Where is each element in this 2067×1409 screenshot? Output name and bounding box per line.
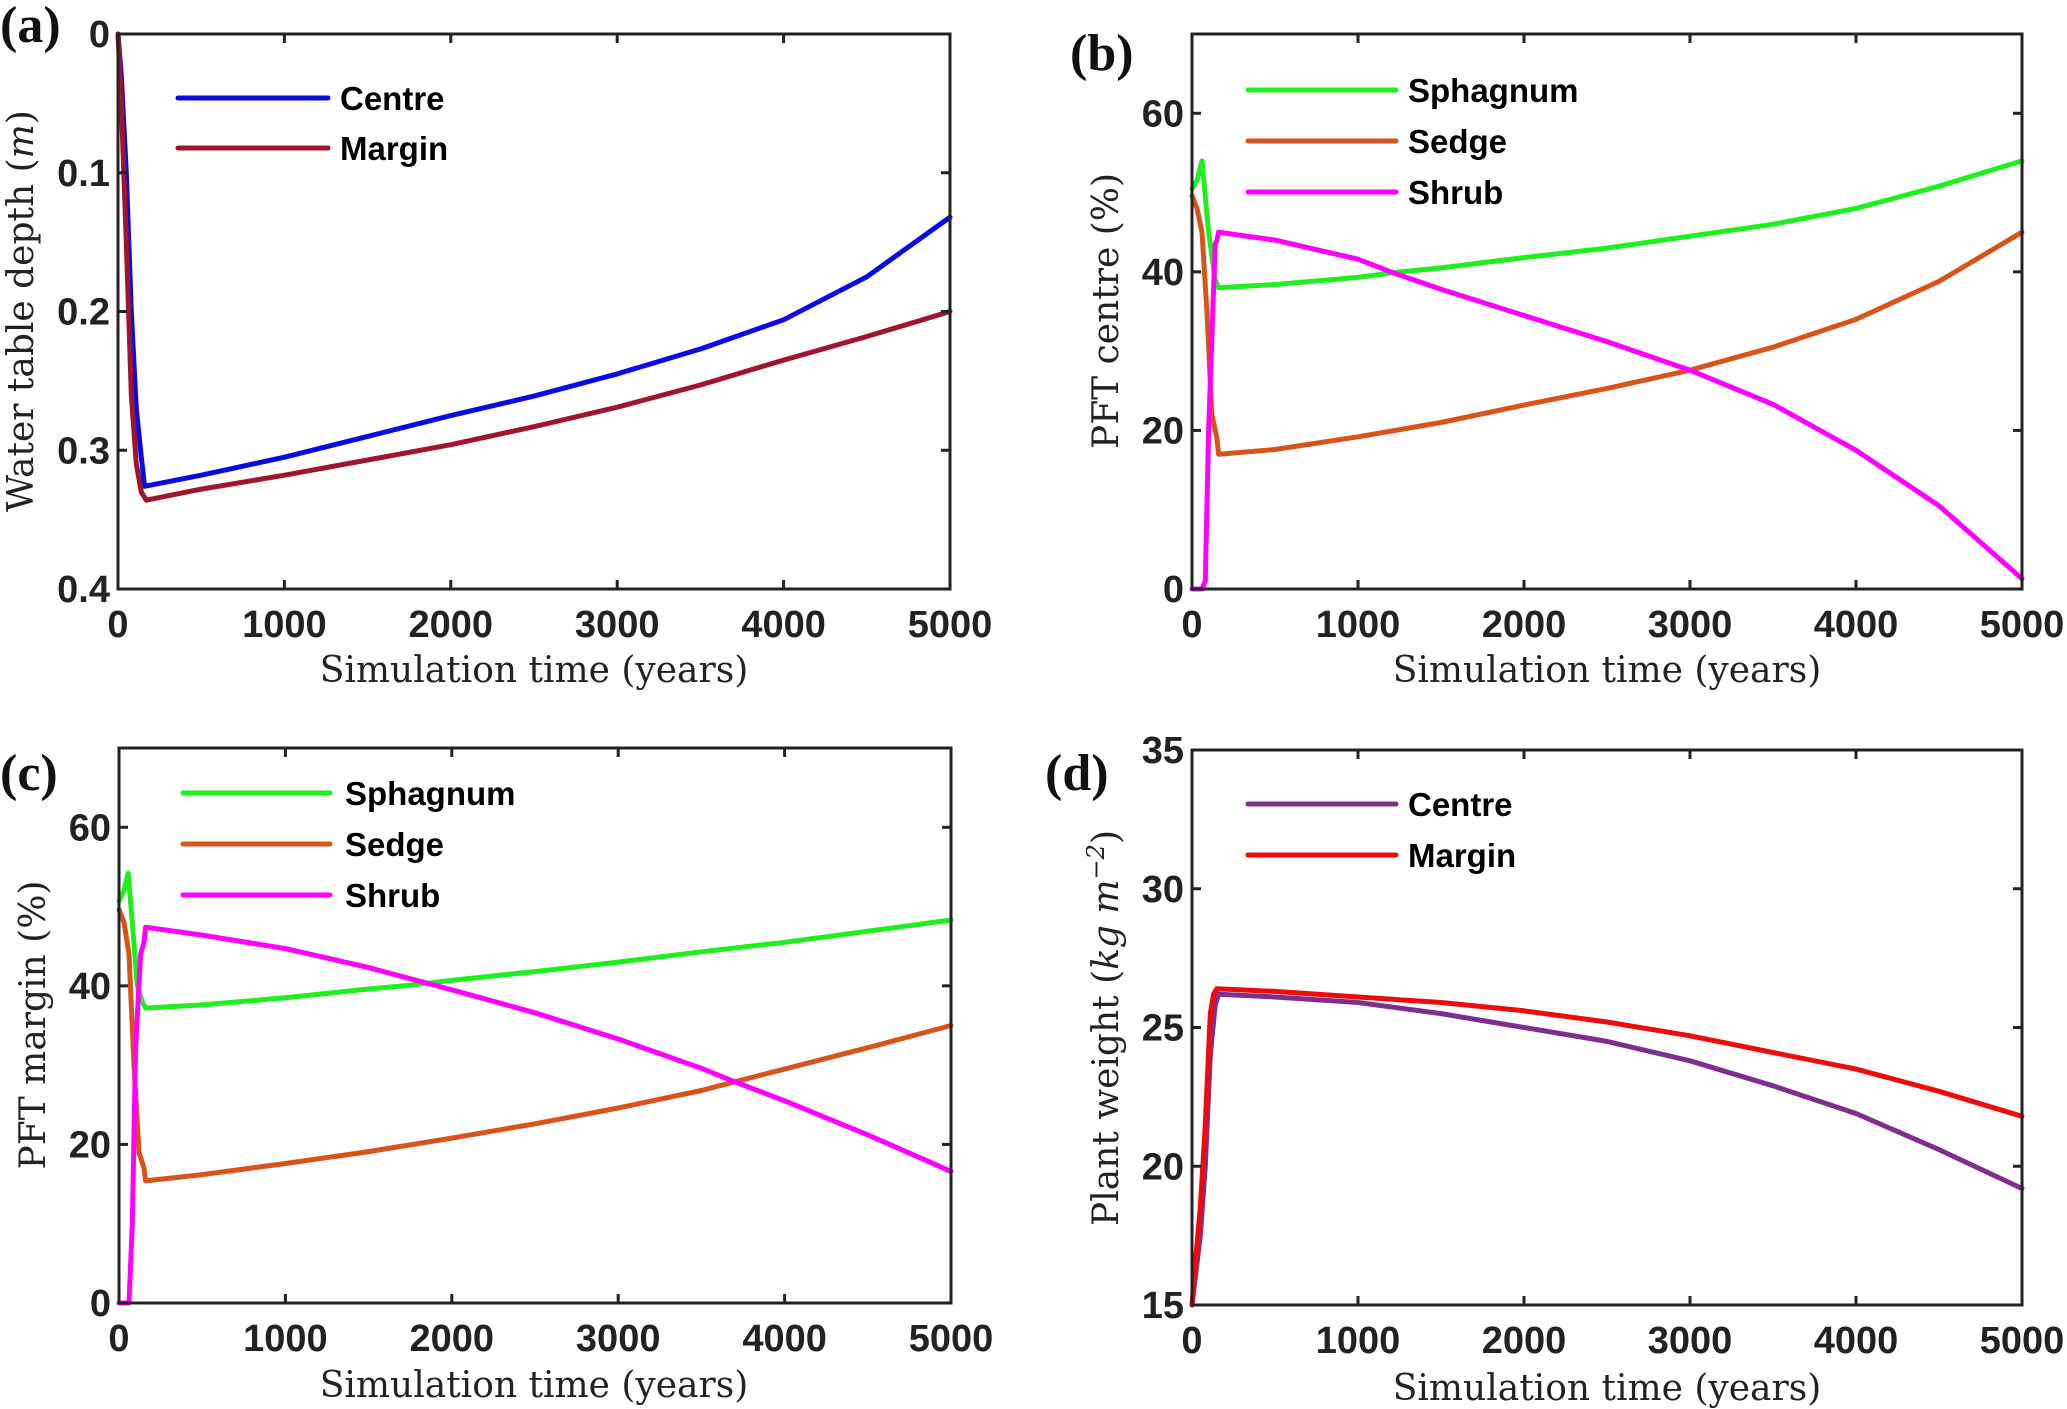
y-axis-unit-a: m xyxy=(1,124,42,158)
legend-d: Centre Margin xyxy=(1245,786,1516,874)
series-line-centre xyxy=(1189,991,2025,1308)
y-axis-title-b: PFT centre (%) xyxy=(1086,173,1127,449)
y-tick-label: 25 xyxy=(1142,1008,1184,1050)
series-line-sedge xyxy=(1189,193,2025,457)
x-tick-label: 2000 xyxy=(1482,604,1567,646)
y-tick-label: 60 xyxy=(1142,93,1184,135)
x-axis-title-d: Simulation time (years) xyxy=(1393,1368,1822,1409)
y-axis-title-a-text: Water table depth ( xyxy=(1,158,42,512)
x-tick-label: 0 xyxy=(1181,1320,1202,1362)
x-tick-label: 5000 xyxy=(1980,1320,2065,1362)
x-axis-title-b: Simulation time (years) xyxy=(1393,650,1822,691)
panel-label-b: (b) xyxy=(1070,25,1134,82)
legend-label-sphagnum: Sphagnum xyxy=(345,775,516,812)
x-tick-label: 5000 xyxy=(909,1318,994,1360)
y-axis-title-d: Plant weight (kg m−2) xyxy=(1082,830,1127,1226)
y-tick-label: 0.3 xyxy=(57,430,110,472)
legend-label-centre: Centre xyxy=(340,80,445,117)
legend-label-shrub: Shrub xyxy=(1408,174,1503,211)
x-tick-label: 2000 xyxy=(410,1318,495,1360)
x-tick-label: 2000 xyxy=(409,604,494,646)
panel-label-a: (a) xyxy=(0,0,61,54)
x-tick-label: 4000 xyxy=(1814,1320,1899,1362)
legend-label-margin: Margin xyxy=(340,130,448,167)
series-line-centre xyxy=(115,31,953,489)
y-axis-title-a: Water table depth (m) xyxy=(1,110,42,512)
panel-b: (b) 0 1000 2000 3000 4000 5000 0 20 40 60 Sphagnu… xyxy=(1070,25,2064,691)
x-tick-label: 0 xyxy=(1181,604,1202,646)
y-tick-label: 40 xyxy=(1142,252,1184,294)
y-tick-label: 20 xyxy=(1142,410,1184,452)
y-tick-label: 0 xyxy=(1163,569,1184,611)
x-tick-label: 2000 xyxy=(1482,1320,1567,1362)
series-line-sedge xyxy=(116,907,954,1184)
panel-a: (a) 0 1000 2000 3000 4000 5000 0 0.1 0.2 0.3 0.4 C… xyxy=(0,0,992,691)
legend-label-centre: Centre xyxy=(1408,786,1513,823)
y-tick-label: 60 xyxy=(69,807,111,849)
series-line-margin xyxy=(115,31,953,503)
panel-c: (c) 0 1000 2000 3000 4000 5000 0 20 40 60 Sphagnu… xyxy=(0,745,993,1406)
legend-label-shrub: Shrub xyxy=(345,877,440,914)
legend-label-sphagnum: Sphagnum xyxy=(1408,72,1579,109)
x-tick-label: 5000 xyxy=(1980,604,2065,646)
y-tick-label: 0 xyxy=(89,14,110,56)
series-line-margin xyxy=(1189,986,2025,1308)
x-tick-label: 1000 xyxy=(242,604,327,646)
x-tick-label: 5000 xyxy=(908,604,993,646)
series-line-sphagnum xyxy=(1189,158,2025,291)
legend-a: Centre Margin xyxy=(175,80,448,167)
panel-label-d: (d) xyxy=(1045,745,1109,802)
y-tick-label: 0 xyxy=(90,1283,111,1325)
x-tick-label: 3000 xyxy=(1648,1320,1733,1362)
x-tick-label: 0 xyxy=(107,604,128,646)
x-tick-label: 1000 xyxy=(1316,1320,1401,1362)
axes-frame xyxy=(116,32,952,591)
x-tick-label: 4000 xyxy=(741,604,826,646)
x-tick-label: 0 xyxy=(108,1318,129,1360)
y-tick-label: 0.1 xyxy=(57,153,110,195)
y-tick-label: 0.4 xyxy=(57,569,110,611)
y-axis-title-c: PFT margin (%) xyxy=(13,881,54,1170)
y-tick-label: 20 xyxy=(1142,1146,1184,1188)
x-tick-label: 3000 xyxy=(1648,604,1733,646)
x-axis-title-a: Simulation time (years) xyxy=(320,650,749,691)
x-tick-label: 3000 xyxy=(576,1318,661,1360)
series-line-shrub xyxy=(1189,229,2025,592)
legend-c: Sphagnum Sedge Shrub xyxy=(180,775,516,914)
series-line-shrub xyxy=(116,924,954,1306)
y-tick-label: 0.2 xyxy=(57,292,110,334)
axes-frame xyxy=(1190,748,2024,1307)
x-tick-label: 3000 xyxy=(575,604,660,646)
axes-frame xyxy=(1190,32,2024,591)
y-tick-label: 20 xyxy=(69,1124,111,1166)
x-tick-label: 1000 xyxy=(1316,604,1401,646)
axes-frame xyxy=(117,746,953,1305)
legend-b: Sphagnum Sedge Shrub xyxy=(1245,72,1579,211)
y-tick-label: 15 xyxy=(1142,1285,1184,1327)
x-tick-label: 1000 xyxy=(243,1318,328,1360)
legend-label-margin: Margin xyxy=(1408,837,1516,874)
y-tick-label: 35 xyxy=(1142,730,1184,772)
x-tick-label: 4000 xyxy=(742,1318,827,1360)
x-tick-label: 4000 xyxy=(1814,604,1899,646)
panel-d: (d) 0 1000 2000 3000 4000 5000 15 20 25 30 35 Cent… xyxy=(1045,730,2064,1409)
y-tick-label: 30 xyxy=(1142,869,1184,911)
x-axis-title-c: Simulation time (years) xyxy=(320,1365,749,1406)
legend-label-sedge: Sedge xyxy=(345,826,444,863)
y-tick-label: 40 xyxy=(69,966,111,1008)
legend-label-sedge: Sedge xyxy=(1408,123,1507,160)
panel-label-c: (c) xyxy=(0,745,58,802)
series-line-sphagnum xyxy=(116,870,954,1011)
